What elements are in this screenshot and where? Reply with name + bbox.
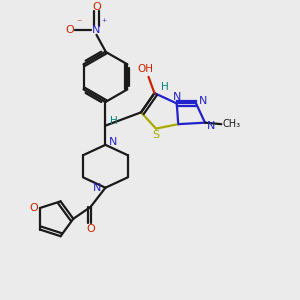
Text: H: H	[161, 82, 169, 92]
Text: O: O	[29, 203, 38, 213]
Text: N: N	[109, 137, 117, 147]
Text: O: O	[86, 224, 95, 234]
Text: N: N	[172, 92, 181, 102]
Text: ⁺: ⁺	[101, 18, 106, 28]
Text: N: N	[198, 95, 207, 106]
Text: ⁻: ⁻	[76, 18, 81, 28]
Text: O: O	[65, 25, 74, 34]
Text: O: O	[92, 2, 101, 12]
Text: N: N	[92, 25, 101, 34]
Text: H: H	[110, 116, 118, 126]
Text: S: S	[152, 130, 160, 140]
Text: OH: OH	[137, 64, 153, 74]
Text: CH₃: CH₃	[223, 119, 241, 129]
Text: N: N	[93, 183, 101, 193]
Text: N: N	[207, 121, 216, 130]
